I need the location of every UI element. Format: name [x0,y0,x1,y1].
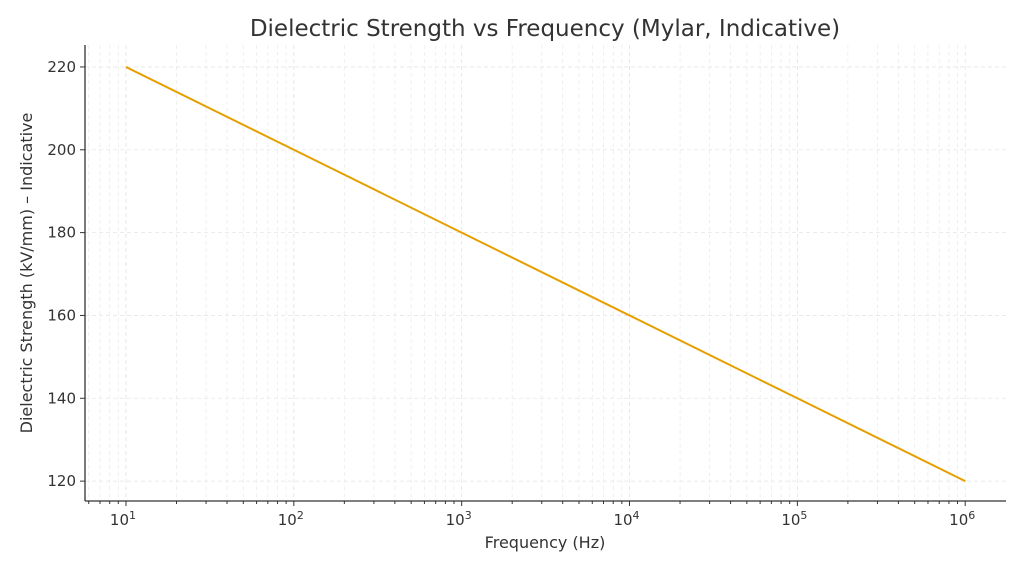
chart-title: Dielectric Strength vs Frequency (Mylar,… [250,16,840,42]
series-line [125,66,966,483]
grid [85,45,1006,501]
series [125,66,966,483]
y-axis-label: Dielectric Strength (kV/mm) – Indicative [17,113,36,434]
x-tick-label: 104 [613,509,639,529]
y-tick-label: 160 [47,306,76,324]
x-tick-label: 102 [278,509,304,529]
x-tick-label: 103 [446,509,472,529]
x-tick-label: 106 [949,509,975,529]
ticks: 101 102 103 104 105 106 120 140 160 180 200 220 [47,58,975,529]
y-tick-label: 220 [47,58,76,76]
y-tick-label: 180 [47,224,76,242]
x-axis-label: Frequency (Hz) [485,533,606,552]
y-tick-label: 200 [47,141,76,159]
y-tick-label: 120 [47,472,76,490]
y-tick-label: 140 [47,389,76,407]
x-tick-label: 105 [781,509,807,529]
x-tick-label: 101 [110,509,136,529]
